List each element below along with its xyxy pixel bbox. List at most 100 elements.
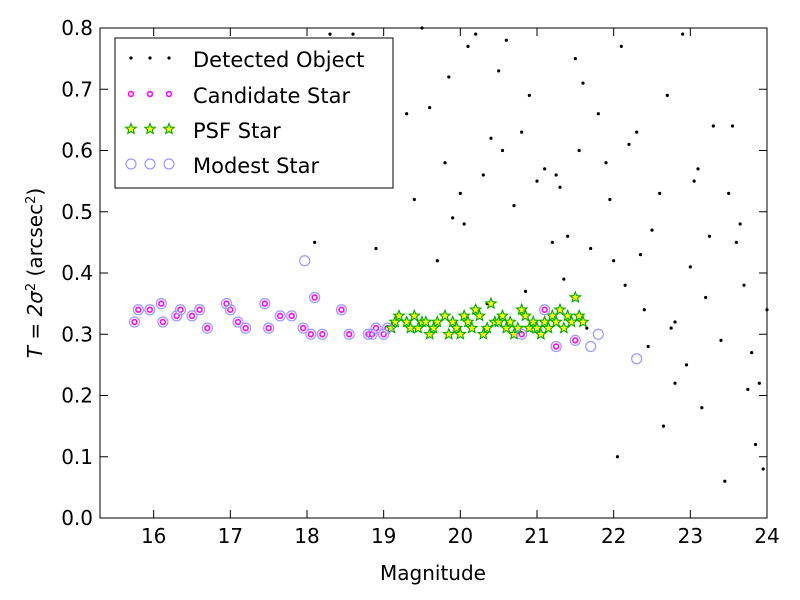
- data-point: [388, 315, 402, 328]
- data-point: [746, 387, 750, 391]
- data-point: [507, 327, 521, 340]
- x-tick-label: 16: [141, 524, 166, 548]
- data-point: [458, 191, 462, 195]
- data-point: [196, 306, 203, 313]
- data-point: [188, 312, 196, 320]
- data-point: [261, 300, 269, 307]
- data-point: [232, 316, 244, 328]
- data-point: [131, 318, 138, 326]
- data-point: [576, 315, 590, 328]
- legend-marker: [148, 56, 152, 60]
- data-point: [561, 308, 575, 322]
- data-point: [159, 318, 167, 326]
- series-candidate-star: [131, 294, 579, 350]
- x-tick-label: 19: [371, 524, 396, 548]
- data-point: [316, 328, 328, 340]
- x-tick-label: 22: [601, 524, 626, 548]
- data-point: [370, 322, 382, 334]
- data-point: [338, 306, 345, 313]
- legend-marker: [124, 122, 138, 135]
- data-point: [146, 306, 154, 313]
- data-point: [650, 228, 654, 232]
- data-point: [638, 253, 643, 257]
- legend-marker: [129, 56, 133, 60]
- series-detected-object: [313, 26, 769, 483]
- data-point: [761, 467, 765, 471]
- data-point: [504, 38, 508, 42]
- data-point: [263, 322, 275, 334]
- data-point: [711, 124, 715, 128]
- data-point: [557, 321, 571, 334]
- data-point: [484, 296, 498, 310]
- data-point: [734, 240, 738, 244]
- legend-label: Modest Star: [193, 154, 319, 178]
- data-point: [158, 300, 165, 307]
- data-point: [658, 191, 662, 195]
- data-point: [453, 327, 467, 340]
- y-tick-label: 0.3: [61, 322, 93, 346]
- data-point: [132, 304, 144, 316]
- data-point: [299, 255, 311, 267]
- data-point: [157, 316, 169, 328]
- legend-marker: [144, 158, 156, 170]
- data-point: [700, 406, 704, 410]
- data-point: [550, 340, 562, 353]
- data-point: [305, 328, 317, 340]
- data-point: [462, 222, 466, 226]
- data-point: [451, 216, 455, 220]
- data-point: [500, 148, 505, 153]
- x-tick-label: 21: [524, 524, 549, 548]
- data-point: [311, 294, 318, 301]
- data-point: [704, 295, 708, 300]
- data-point: [297, 322, 309, 334]
- data-point: [627, 142, 631, 146]
- data-point: [515, 302, 529, 316]
- x-tick-label: 20: [448, 524, 473, 548]
- data-point: [592, 328, 604, 340]
- data-point: [309, 291, 321, 304]
- data-point: [449, 321, 464, 334]
- data-point: [461, 315, 475, 328]
- data-point: [753, 442, 758, 447]
- data-point: [286, 310, 298, 322]
- x-axis-label: Magnitude: [380, 561, 486, 585]
- data-point: [577, 148, 581, 153]
- data-point: [573, 57, 577, 61]
- x-tick-label: 23: [678, 524, 703, 548]
- data-point: [589, 246, 593, 251]
- data-point: [194, 304, 206, 316]
- data-point: [568, 290, 582, 304]
- x-tick-label: 18: [294, 524, 319, 548]
- data-point: [274, 310, 286, 322]
- data-point: [552, 343, 560, 350]
- data-point: [723, 479, 727, 483]
- data-point: [707, 234, 712, 238]
- data-point: [558, 185, 562, 189]
- data-point: [224, 304, 236, 316]
- data-point: [681, 32, 685, 36]
- data-point: [442, 327, 456, 340]
- data-point: [566, 234, 570, 238]
- data-point: [541, 306, 548, 313]
- data-point: [345, 331, 353, 338]
- data-point: [299, 324, 307, 332]
- data-point: [516, 328, 528, 340]
- data-point: [319, 331, 326, 338]
- data-point: [550, 240, 554, 244]
- data-point: [481, 173, 485, 177]
- legend-entry-psf-star: PSF Star: [124, 119, 281, 143]
- y-tick-label: 0.7: [61, 77, 93, 101]
- series-psf-star: [384, 290, 590, 340]
- data-point: [472, 308, 487, 322]
- data-point: [313, 240, 317, 244]
- data-point: [240, 322, 252, 334]
- data-point: [457, 308, 471, 322]
- data-point: [288, 312, 295, 320]
- data-point: [549, 315, 563, 328]
- legend: Detected Object Candidate Star PSF Star Mod…: [114, 37, 394, 189]
- data-point: [512, 204, 516, 208]
- legend-label: Detected Object: [193, 48, 364, 72]
- data-point: [489, 136, 493, 140]
- data-point: [343, 328, 355, 340]
